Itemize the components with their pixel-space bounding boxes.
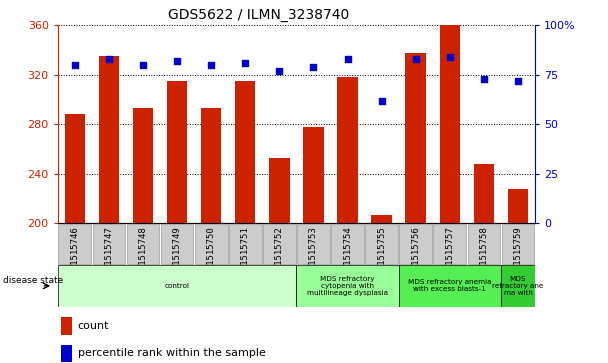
Bar bbox=[337, 77, 358, 223]
Point bbox=[138, 62, 148, 68]
Bar bbox=[331, 224, 364, 264]
Bar bbox=[61, 317, 72, 335]
Point bbox=[479, 76, 489, 82]
Text: GSM1515752: GSM1515752 bbox=[275, 227, 284, 280]
Point bbox=[309, 64, 319, 70]
Bar bbox=[371, 215, 392, 223]
Text: GSM1515756: GSM1515756 bbox=[411, 227, 420, 280]
Text: disease state: disease state bbox=[3, 276, 63, 285]
Bar bbox=[440, 23, 460, 223]
Bar bbox=[502, 224, 534, 264]
Text: percentile rank within the sample: percentile rank within the sample bbox=[78, 348, 266, 358]
Bar bbox=[296, 265, 399, 307]
Bar bbox=[195, 224, 227, 264]
Point bbox=[411, 56, 421, 62]
Text: GSM1515753: GSM1515753 bbox=[309, 227, 318, 280]
Bar bbox=[61, 345, 72, 362]
Text: GSM1515750: GSM1515750 bbox=[207, 227, 216, 280]
Bar bbox=[406, 53, 426, 223]
Bar bbox=[399, 224, 432, 264]
Bar bbox=[58, 265, 296, 307]
Bar bbox=[468, 224, 500, 264]
Text: MDS refractory
cytopenia with
multilineage dysplasia: MDS refractory cytopenia with multilinea… bbox=[307, 276, 388, 296]
Bar bbox=[501, 265, 535, 307]
Text: MDS
refractory ane
ma with: MDS refractory ane ma with bbox=[492, 276, 544, 296]
Bar bbox=[167, 81, 187, 223]
Point bbox=[70, 62, 80, 68]
Point bbox=[513, 78, 523, 84]
Bar bbox=[263, 224, 295, 264]
Bar bbox=[133, 108, 153, 223]
Point bbox=[377, 98, 387, 103]
Text: GSM1515749: GSM1515749 bbox=[173, 227, 182, 280]
Bar bbox=[92, 224, 125, 264]
Point bbox=[445, 54, 455, 60]
Point bbox=[206, 62, 216, 68]
Bar bbox=[269, 158, 289, 223]
Bar bbox=[201, 108, 221, 223]
Bar bbox=[297, 224, 330, 264]
Bar bbox=[399, 265, 501, 307]
Text: count: count bbox=[78, 321, 109, 331]
Bar bbox=[58, 224, 91, 264]
Bar bbox=[303, 127, 323, 223]
Bar bbox=[365, 224, 398, 264]
Text: GSM1515748: GSM1515748 bbox=[139, 227, 148, 280]
Text: GSM1515754: GSM1515754 bbox=[343, 227, 352, 280]
Bar bbox=[434, 224, 466, 264]
Bar bbox=[126, 224, 159, 264]
Bar bbox=[235, 81, 255, 223]
Text: GSM1515758: GSM1515758 bbox=[479, 227, 488, 280]
Point bbox=[274, 68, 284, 74]
Text: GSM1515747: GSM1515747 bbox=[105, 227, 114, 280]
Bar bbox=[98, 56, 119, 223]
Point bbox=[104, 56, 114, 62]
Text: GSM1515746: GSM1515746 bbox=[71, 227, 79, 280]
Text: GSM1515757: GSM1515757 bbox=[445, 227, 454, 280]
Point bbox=[172, 58, 182, 64]
Bar bbox=[64, 114, 85, 223]
Point bbox=[343, 56, 353, 62]
Text: GSM1515755: GSM1515755 bbox=[377, 227, 386, 280]
Text: GSM1515759: GSM1515759 bbox=[514, 227, 522, 280]
Bar bbox=[508, 189, 528, 223]
Point bbox=[240, 60, 250, 66]
Text: GSM1515751: GSM1515751 bbox=[241, 227, 250, 280]
Text: control: control bbox=[165, 283, 190, 289]
Bar bbox=[161, 224, 193, 264]
Bar bbox=[229, 224, 261, 264]
Text: MDS refractory anemia
with excess blasts-1: MDS refractory anemia with excess blasts… bbox=[408, 280, 491, 292]
Title: GDS5622 / ILMN_3238740: GDS5622 / ILMN_3238740 bbox=[168, 8, 349, 22]
Bar bbox=[474, 164, 494, 223]
